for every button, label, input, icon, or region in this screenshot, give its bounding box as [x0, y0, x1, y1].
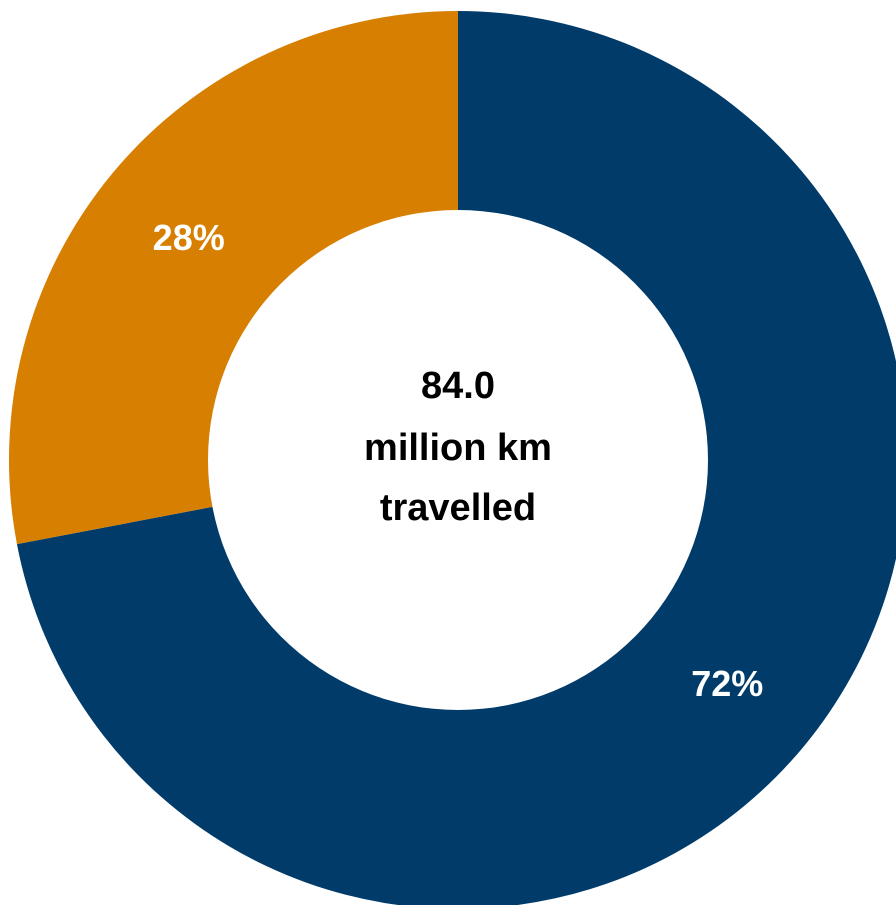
- center-text-value: 84.0: [421, 365, 495, 407]
- slice-labels: 72% 28%: [153, 217, 764, 704]
- center-text-unit: million km: [364, 427, 552, 469]
- slice-label-0: 72%: [691, 663, 763, 704]
- donut-hole: [208, 210, 708, 710]
- center-text-caption: travelled: [380, 487, 536, 529]
- donut-slice-0: [16, 11, 896, 905]
- slice-label-1: 28%: [153, 217, 225, 258]
